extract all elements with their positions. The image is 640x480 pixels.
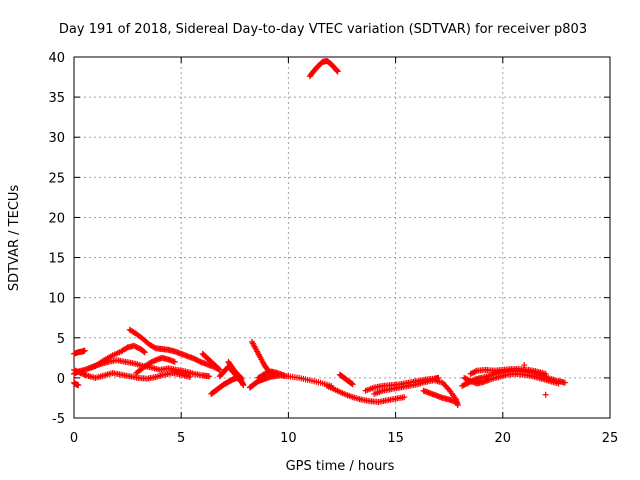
chart-title: Day 191 of 2018, Sidereal Day-to-day VTE… [59, 22, 587, 37]
data-points [71, 58, 568, 409]
data-point [186, 374, 193, 381]
data-point [238, 374, 245, 381]
y-tick-label: 5 [57, 332, 65, 347]
x-tick-label: 5 [177, 431, 185, 446]
data-point [452, 398, 459, 405]
x-tick-label: 25 [602, 431, 619, 446]
data-point [206, 373, 213, 380]
data-point [171, 358, 178, 365]
y-tick-label: 20 [48, 211, 65, 226]
data-point [401, 394, 408, 401]
data-point [215, 366, 222, 373]
y-tick-label: 35 [48, 91, 65, 106]
data-point [140, 348, 147, 355]
y-axis-label: SDTVAR / TECUs [7, 185, 22, 292]
y-tick-label: 40 [48, 51, 65, 66]
data-point [81, 347, 88, 354]
y-tick-label: 15 [48, 252, 65, 267]
data-point [141, 349, 148, 356]
grid-lines [74, 57, 610, 418]
data-point [521, 362, 528, 369]
data-point [237, 374, 244, 381]
data-point [240, 382, 247, 389]
plot-frame [73, 56, 611, 419]
y-tick-label: 0 [57, 372, 65, 387]
data-point [472, 368, 479, 375]
data-point [334, 68, 341, 75]
data-point [75, 382, 82, 389]
data-point [349, 381, 356, 388]
data-point [561, 379, 568, 386]
y-tick-label: 30 [48, 131, 65, 146]
data-point [542, 370, 549, 377]
data-point [555, 380, 562, 387]
data-point [348, 380, 355, 387]
x-tick-label: 0 [70, 431, 78, 446]
data-point [216, 366, 223, 373]
x-tick-label: 20 [495, 431, 512, 446]
y-tick-label: 10 [48, 292, 65, 307]
data-point [454, 402, 461, 409]
y-tick-label: 25 [48, 171, 65, 186]
data-point [542, 391, 549, 398]
data-point [281, 372, 288, 379]
y-tick-label: -5 [52, 412, 65, 427]
x-tick-label: 10 [280, 431, 297, 446]
axis-ticks: 0 5 10 15 20 25 -5 0 5 10 15 20 25 30 35 40 [48, 51, 618, 446]
x-axis-label: GPS time / hours [286, 459, 395, 474]
x-tick-label: 15 [387, 431, 404, 446]
